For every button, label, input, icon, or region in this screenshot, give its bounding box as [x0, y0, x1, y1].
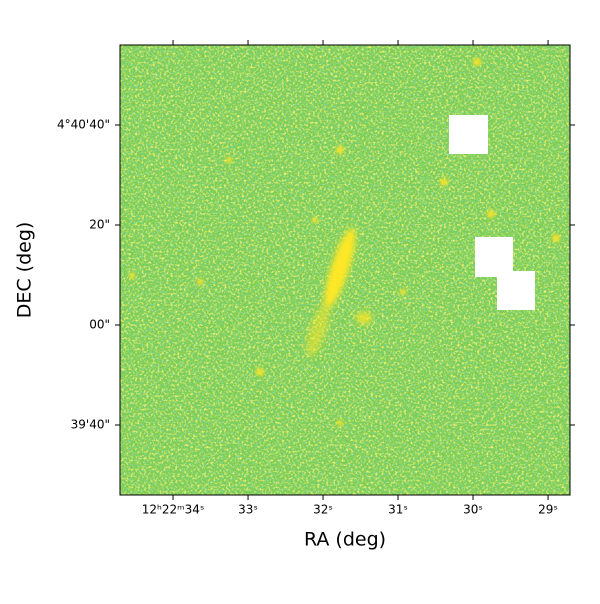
y-tick-label: 4°40'40" — [57, 117, 110, 131]
x-tick-label: 32ˢ — [313, 503, 333, 517]
x-tick-label: 12ʰ22ᵐ34ˢ — [142, 503, 205, 517]
y-tick-label: 39'40" — [71, 417, 110, 431]
x-tick-label: 33ˢ — [238, 503, 258, 517]
mask — [449, 115, 488, 154]
x-tick-label: 30ˢ — [463, 503, 483, 517]
frame — [119, 44, 571, 496]
y-tick-label: 20" — [89, 218, 110, 232]
mask — [475, 237, 535, 310]
y-tick-label: 00" — [89, 317, 110, 331]
y-axis-label: DEC (deg) — [14, 222, 36, 319]
x-axis-label: RA (deg) — [304, 529, 386, 551]
x-tick-label: 29ˢ — [538, 503, 558, 517]
image — [120, 45, 570, 495]
x-tick-label: 31ˢ — [388, 503, 408, 517]
